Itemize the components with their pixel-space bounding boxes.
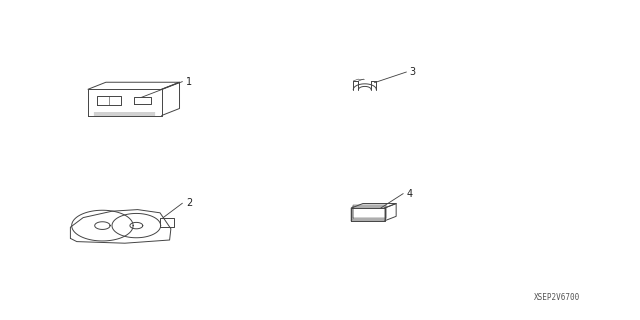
Text: 2: 2: [186, 198, 193, 208]
Text: 3: 3: [410, 67, 416, 77]
Text: 4: 4: [406, 188, 413, 199]
Text: XSEP2V6700: XSEP2V6700: [534, 293, 580, 302]
Text: 1: 1: [186, 76, 193, 87]
